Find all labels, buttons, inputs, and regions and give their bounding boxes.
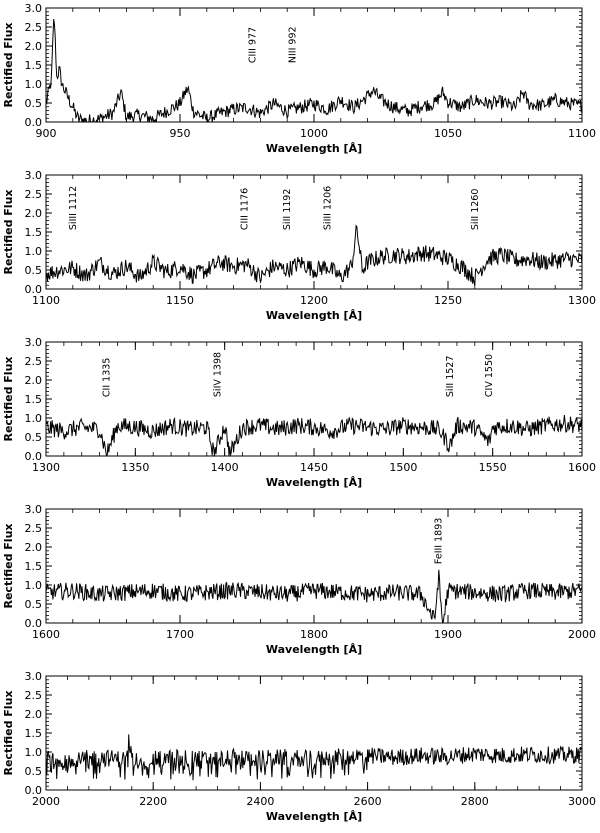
panel-3: 0.0 0.5 1.0 1.5 2.0 2.5 3.0 1300 1350 1400 1450 150… — [2, 336, 596, 489]
line-annotation: CII 1335 — [102, 358, 113, 397]
y-tick-label: 3.0 — [25, 2, 43, 15]
y-tick-label: 3.0 — [25, 670, 43, 683]
y-axis-label: Rectified Flux — [2, 523, 15, 608]
line-annotation: SiIII 1112 — [68, 186, 79, 230]
x-tick-label: 1800 — [300, 628, 328, 641]
y-tick-label: 2.5 — [25, 522, 43, 535]
x-axis-label: Wavelength [Å] — [266, 309, 362, 322]
y-tick-label: 1.5 — [25, 393, 43, 406]
x-tick-label: 1250 — [434, 294, 462, 307]
y-tick-label: 2.5 — [25, 355, 43, 368]
x-axis-label: Wavelength [Å] — [266, 643, 362, 656]
line-annotation: SiII 1527 — [445, 356, 456, 397]
x-tick-label: 2200 — [139, 795, 167, 808]
x-tick-label: 1150 — [166, 294, 194, 307]
x-tick-label: 1100 — [568, 127, 596, 140]
line-annotation: CIII 977 — [247, 27, 258, 63]
y-tick-label: 0.0 — [25, 450, 43, 463]
x-axis-label: Wavelength [Å] — [266, 476, 362, 489]
x-tick-label: 1500 — [389, 461, 417, 474]
y-tick-label: 0.5 — [25, 598, 43, 611]
y-tick-label: 0.0 — [25, 116, 43, 129]
y-tick-label: 2.0 — [25, 708, 43, 721]
y-tick-label: 1.5 — [25, 727, 43, 740]
y-axis-label: Rectified Flux — [2, 189, 15, 274]
line-annotation: CIII 1176 — [239, 188, 250, 230]
y-tick-label: 0.5 — [25, 97, 43, 110]
x-tick-label: 950 — [170, 127, 191, 140]
x-tick-label: 3000 — [568, 795, 596, 808]
y-tick-label: 0.5 — [25, 431, 43, 444]
plot-frame — [45, 508, 583, 624]
x-tick-label: 1300 — [568, 294, 596, 307]
x-tick-label: 1700 — [166, 628, 194, 641]
x-tick-label: 2000 — [32, 795, 60, 808]
y-tick-label: 1.5 — [25, 59, 43, 72]
y-tick-label: 2.0 — [25, 374, 43, 387]
x-tick-label: 2800 — [461, 795, 489, 808]
y-tick-label: 0.5 — [25, 264, 43, 277]
x-tick-label: 1200 — [300, 294, 328, 307]
y-tick-label: 1.0 — [25, 746, 43, 759]
spectrum-line — [46, 734, 582, 781]
x-axis-label: Wavelength [Å] — [266, 142, 362, 155]
x-tick-label: 1100 — [32, 294, 60, 307]
x-axis-label: Wavelength [Å] — [266, 810, 362, 823]
spectrum-line — [46, 19, 582, 122]
y-tick-label: 1.0 — [25, 579, 43, 592]
y-tick-label: 2.5 — [25, 188, 43, 201]
y-tick-label: 0.0 — [25, 283, 43, 296]
y-tick-label: 2.0 — [25, 207, 43, 220]
y-tick-label: 2.0 — [25, 40, 43, 53]
line-annotation: NIII 992 — [288, 26, 299, 63]
line-annotation: SiIV 1398 — [213, 352, 224, 397]
x-tick-label: 1050 — [434, 127, 462, 140]
line-annotation: CIV 1550 — [484, 354, 495, 397]
x-tick-label: 2600 — [354, 795, 382, 808]
plot-frame — [45, 675, 583, 791]
y-tick-label: 3.0 — [25, 503, 43, 516]
y-tick-label: 2.5 — [25, 689, 43, 702]
y-axis-label: Rectified Flux — [2, 356, 15, 441]
x-tick-label: 1400 — [211, 461, 239, 474]
x-tick-label: 1900 — [434, 628, 462, 641]
panel-4: 0.0 0.5 1.0 1.5 2.0 2.5 3.0 1600 1700 1800 1900 200… — [2, 503, 596, 656]
x-tick-label: 1300 — [32, 461, 60, 474]
y-axis-label: Rectified Flux — [2, 690, 15, 775]
y-tick-label: 2.5 — [25, 21, 43, 34]
y-tick-label: 3.0 — [25, 336, 43, 349]
x-tick-label: 900 — [36, 127, 57, 140]
y-tick-label: 1.5 — [25, 226, 43, 239]
y-axis-label: Rectified Flux — [2, 22, 15, 107]
x-tick-label: 1600 — [32, 628, 60, 641]
y-tick-label: 2.0 — [25, 541, 43, 554]
x-tick-label: 1000 — [300, 127, 328, 140]
y-tick-label: 1.0 — [25, 412, 43, 425]
x-tick-label: 2000 — [568, 628, 596, 641]
y-tick-label: 1.5 — [25, 560, 43, 573]
x-tick-label: 1550 — [479, 461, 507, 474]
plot-frame — [45, 341, 583, 457]
y-tick-label: 1.0 — [25, 78, 43, 91]
y-tick-label: 0.0 — [25, 784, 43, 797]
x-tick-label: 1600 — [568, 461, 596, 474]
panel-1: 0.0 0.5 1.0 1.5 2.0 2.5 3.0 900 950 1000 1050 1100 W… — [2, 2, 596, 155]
spectrum-line — [46, 414, 582, 456]
spectrum-line — [46, 569, 582, 623]
y-tick-label: 0.0 — [25, 617, 43, 630]
panel-5: 0.0 0.5 1.0 1.5 2.0 2.5 3.0 2000 2200 2400 2600 280… — [2, 670, 596, 823]
line-annotation: SiII 1260 — [470, 189, 481, 230]
x-tick-label: 1350 — [121, 461, 149, 474]
spectrum-line — [46, 224, 582, 286]
panel-2: 0.0 0.5 1.0 1.5 2.0 2.5 3.0 1100 1150 1200 1250 130… — [2, 169, 596, 322]
line-annotation: SiIII 1206 — [322, 186, 333, 230]
y-tick-label: 3.0 — [25, 169, 43, 182]
line-annotation: FeIII 1893 — [434, 518, 445, 564]
x-tick-label: 1450 — [300, 461, 328, 474]
x-tick-label: 2400 — [246, 795, 274, 808]
line-annotation: SiII 1192 — [282, 189, 293, 230]
y-tick-label: 0.5 — [25, 765, 43, 778]
y-tick-label: 1.0 — [25, 245, 43, 258]
